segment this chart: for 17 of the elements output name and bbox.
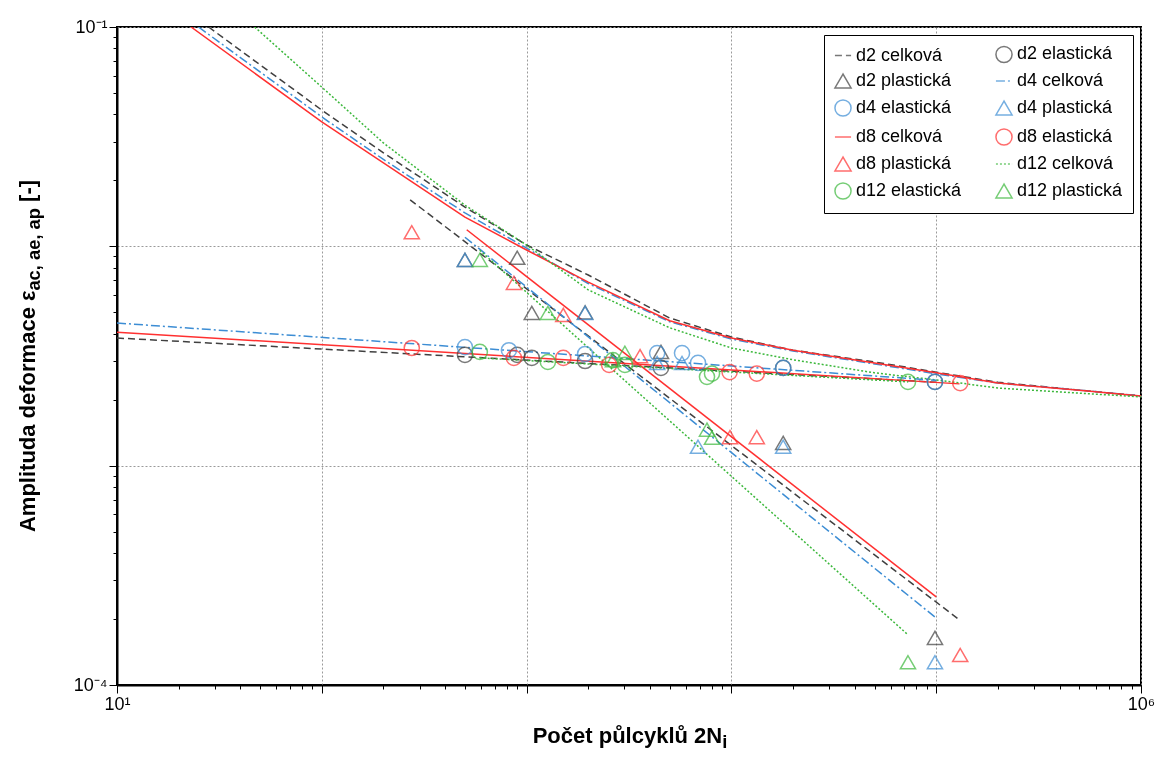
legend-label: d4 plastická (1017, 97, 1114, 117)
x-axis-title: Počet půlcyklů 2N$_{i}$ (532, 722, 728, 754)
x-tick-label: 10⁶ (1127, 693, 1156, 714)
legend-label: d4 elastická (856, 97, 953, 117)
legend-label: d2 celková (856, 44, 944, 65)
legend-label: d8 celková (856, 126, 944, 146)
legend-label: d12 celková (1017, 153, 1115, 173)
legend-label: d8 elastická (1017, 126, 1114, 146)
legend-label: d4 celková (1017, 70, 1105, 90)
y-tick-label: 10⁻¹ (75, 16, 108, 37)
x-tick-label: 10¹ (104, 693, 131, 714)
legend-label: d12 elastická (856, 180, 963, 200)
legend-label: d2 elastická (1017, 43, 1114, 64)
legend-label: d12 plastická (1017, 180, 1124, 200)
legend-label: d8 plastická (856, 153, 953, 173)
y-tick-label: 10⁻⁴ (73, 674, 108, 695)
legend-label: d2 plastická (856, 70, 953, 90)
